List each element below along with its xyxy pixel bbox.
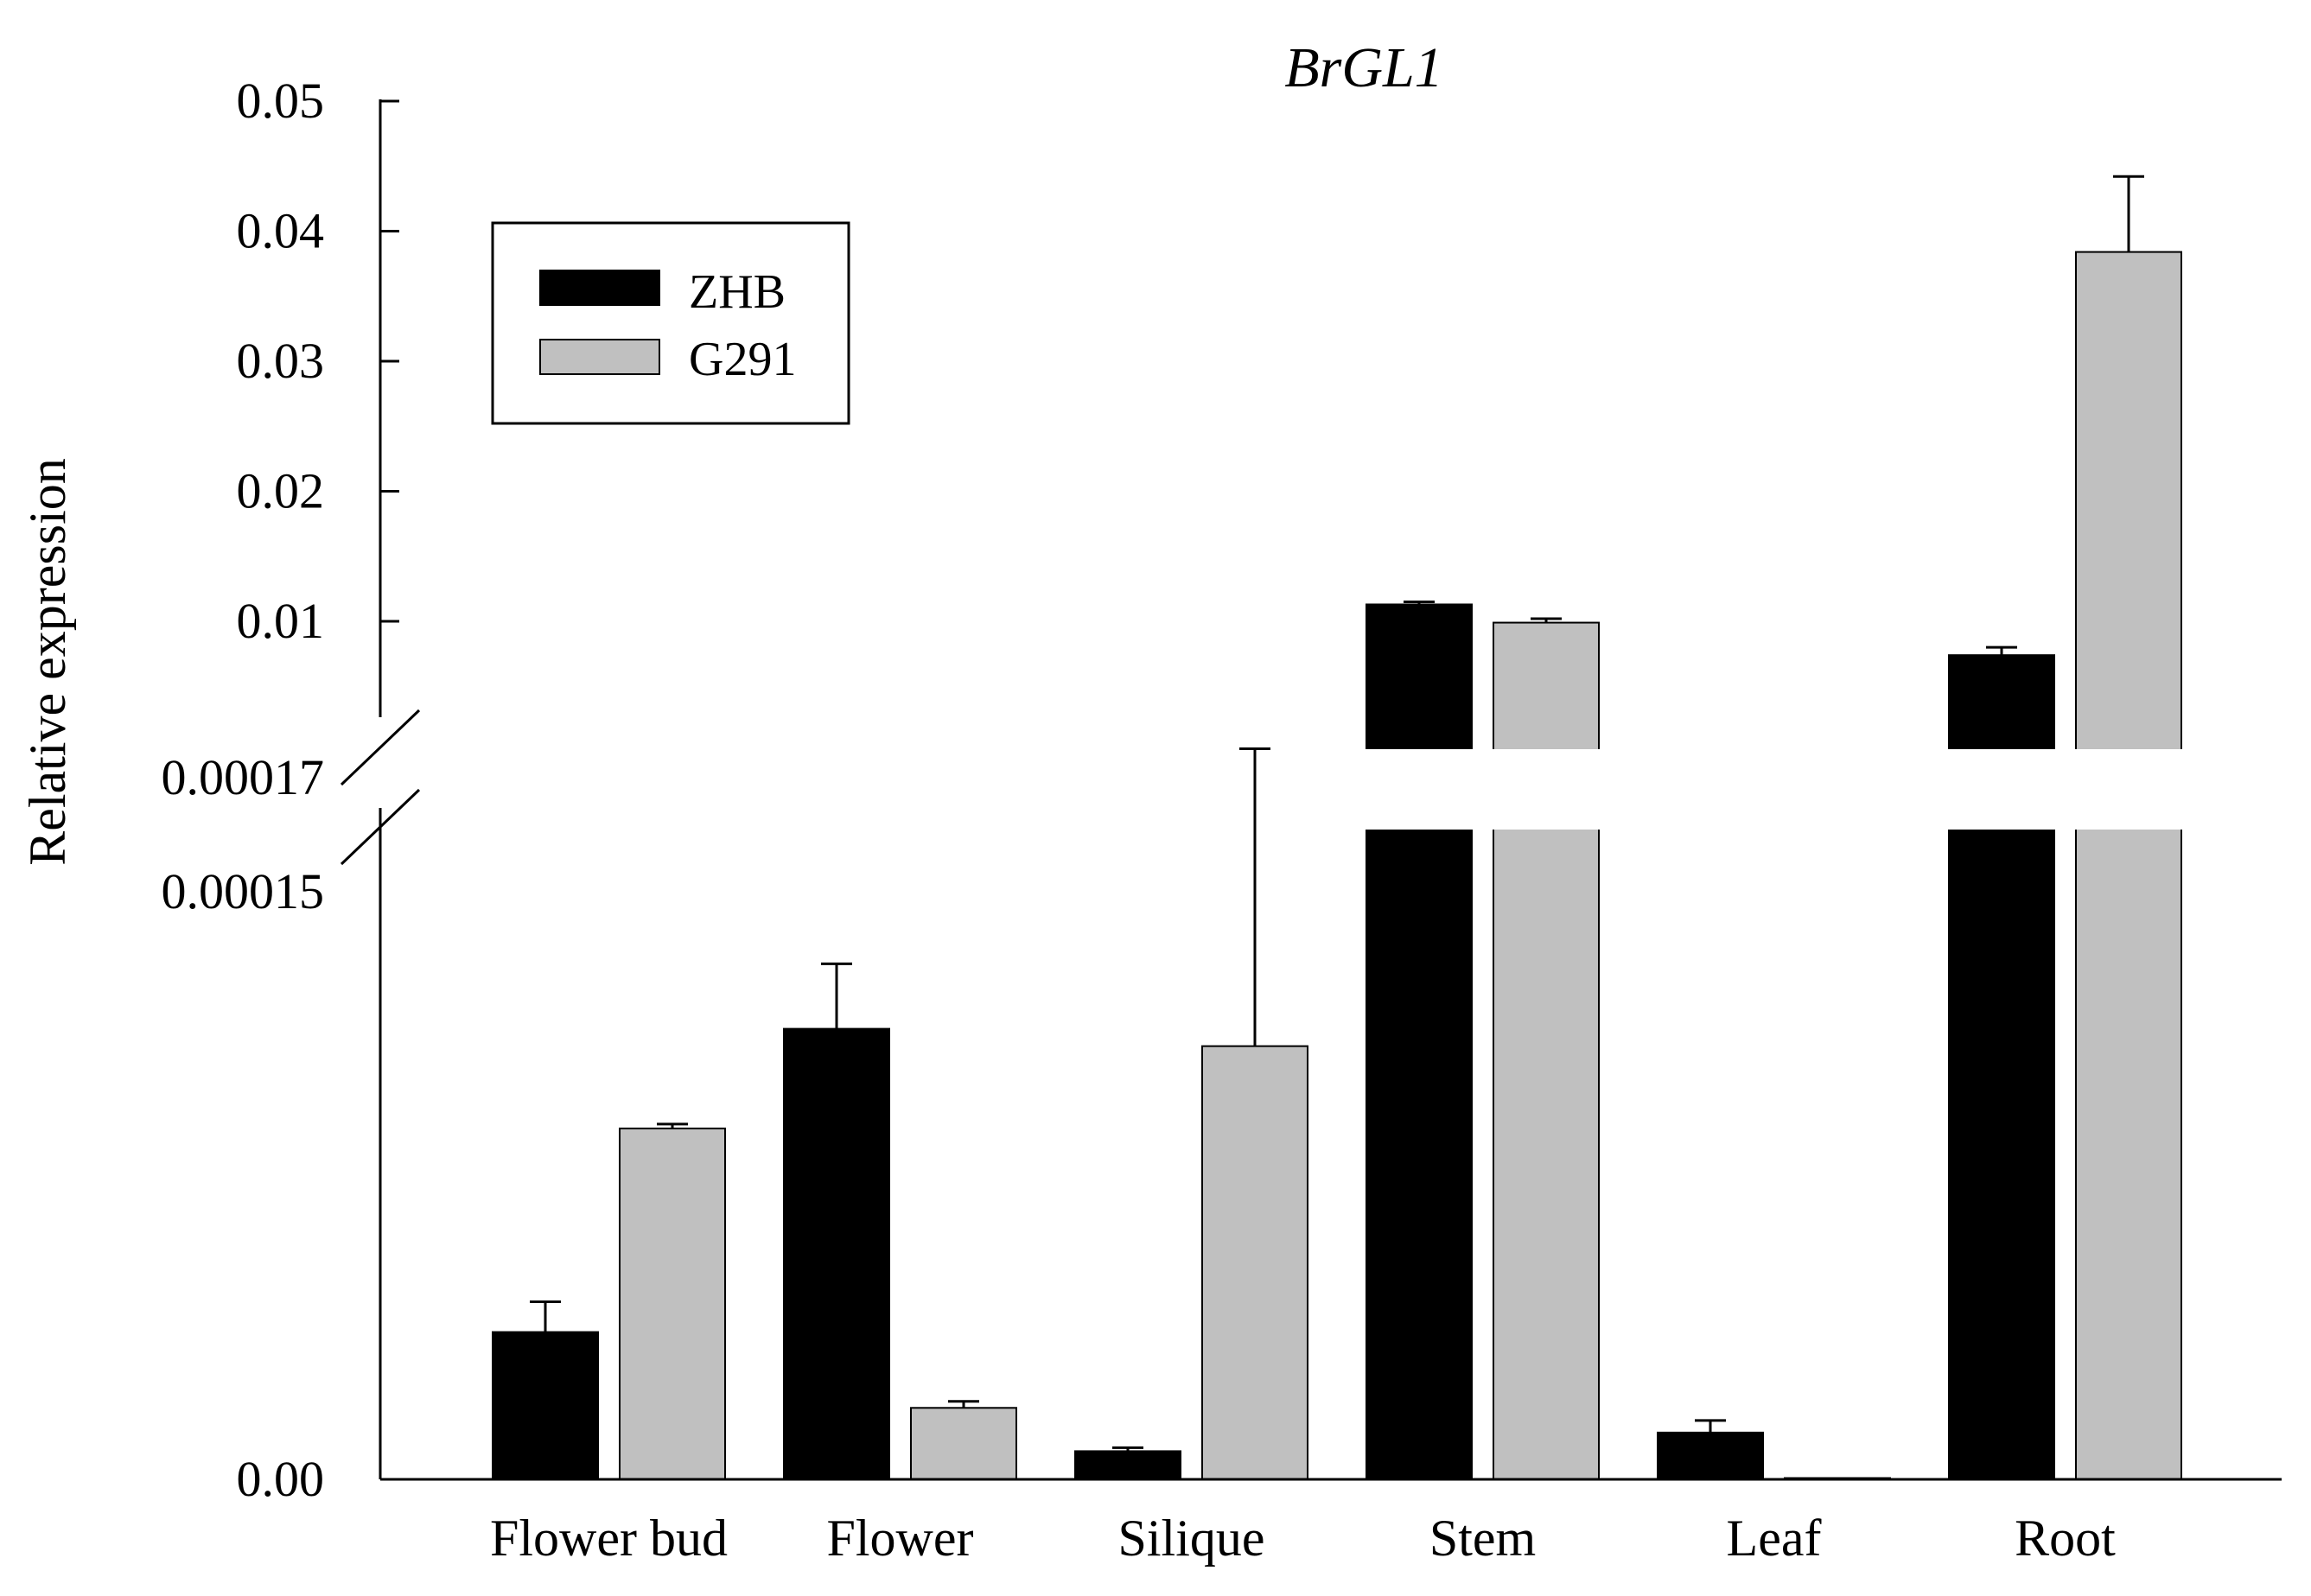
y-tick-label-0-00: 0.00	[237, 1451, 325, 1507]
x-tick-labels-group: Flower bud Flower Silique Stem Leaf Root	[490, 1510, 2116, 1567]
bar-silique-g291	[1201, 1045, 1308, 1481]
bars-group	[492, 251, 2183, 1481]
bar-silique-zhb	[1074, 1450, 1181, 1481]
bar-flower-bud-g291	[619, 1127, 726, 1481]
legend-box	[491, 221, 850, 425]
bar-root-zhb-break-gap	[1947, 749, 2056, 830]
legend-swatch-g291	[539, 339, 660, 375]
legend: ZHB G291	[491, 221, 850, 425]
y-tick-label-0-00017: 0.00017	[162, 749, 325, 805]
legend-label-g291: G291	[689, 333, 796, 386]
chart-title: BrGL1	[1284, 36, 1442, 99]
x-tick-label-leaf: Leaf	[1727, 1510, 1822, 1567]
bar-root-g291-break-gap	[2074, 749, 2183, 830]
x-tick-label-flower-bud: Flower bud	[490, 1510, 728, 1567]
y-axis-label: Relative expression	[19, 458, 76, 866]
y-tick-label-0-01: 0.01	[237, 593, 325, 649]
bar-flower-bud-zhb	[492, 1331, 599, 1481]
axis-break-mark-lower	[340, 788, 421, 866]
y-ticks-group: 0.00 0.00015 0.00017 0.01 0.02 0.03 0.04 0.05	[162, 73, 399, 1507]
y-tick-label-0-04: 0.04	[237, 203, 325, 259]
y-tick-label-0-02: 0.02	[237, 463, 325, 519]
y-tick-label-0-05: 0.05	[237, 73, 325, 129]
y-tick-label-0-03: 0.03	[237, 333, 325, 389]
legend-swatch-zhb	[539, 270, 660, 306]
bar-leaf-zhb	[1657, 1431, 1764, 1480]
x-tick-label-silique: Silique	[1117, 1510, 1264, 1567]
x-tick-label-root: Root	[2015, 1510, 2116, 1567]
error-bars-group	[530, 175, 2144, 1452]
bar-stem-zhb	[1366, 603, 1473, 1480]
y-tick-label-0-00015: 0.00015	[162, 863, 325, 919]
x-tick-label-stem: Stem	[1429, 1510, 1536, 1567]
bar-stem-g291-break-gap	[1492, 749, 1601, 830]
bar-root-g291	[2075, 251, 2182, 1481]
bar-flower-zhb	[783, 1027, 890, 1480]
axis-break-mark-upper	[340, 709, 421, 786]
x-tick-label-flower: Flower	[827, 1510, 974, 1567]
legend-label-zhb: ZHB	[689, 265, 786, 319]
bar-stem-zhb-break-gap	[1365, 749, 1474, 830]
bar-flower-g291	[910, 1407, 1017, 1481]
axes-group: 0.00 0.00015 0.00017 0.01 0.02 0.03 0.04 0.05	[162, 73, 2282, 1507]
